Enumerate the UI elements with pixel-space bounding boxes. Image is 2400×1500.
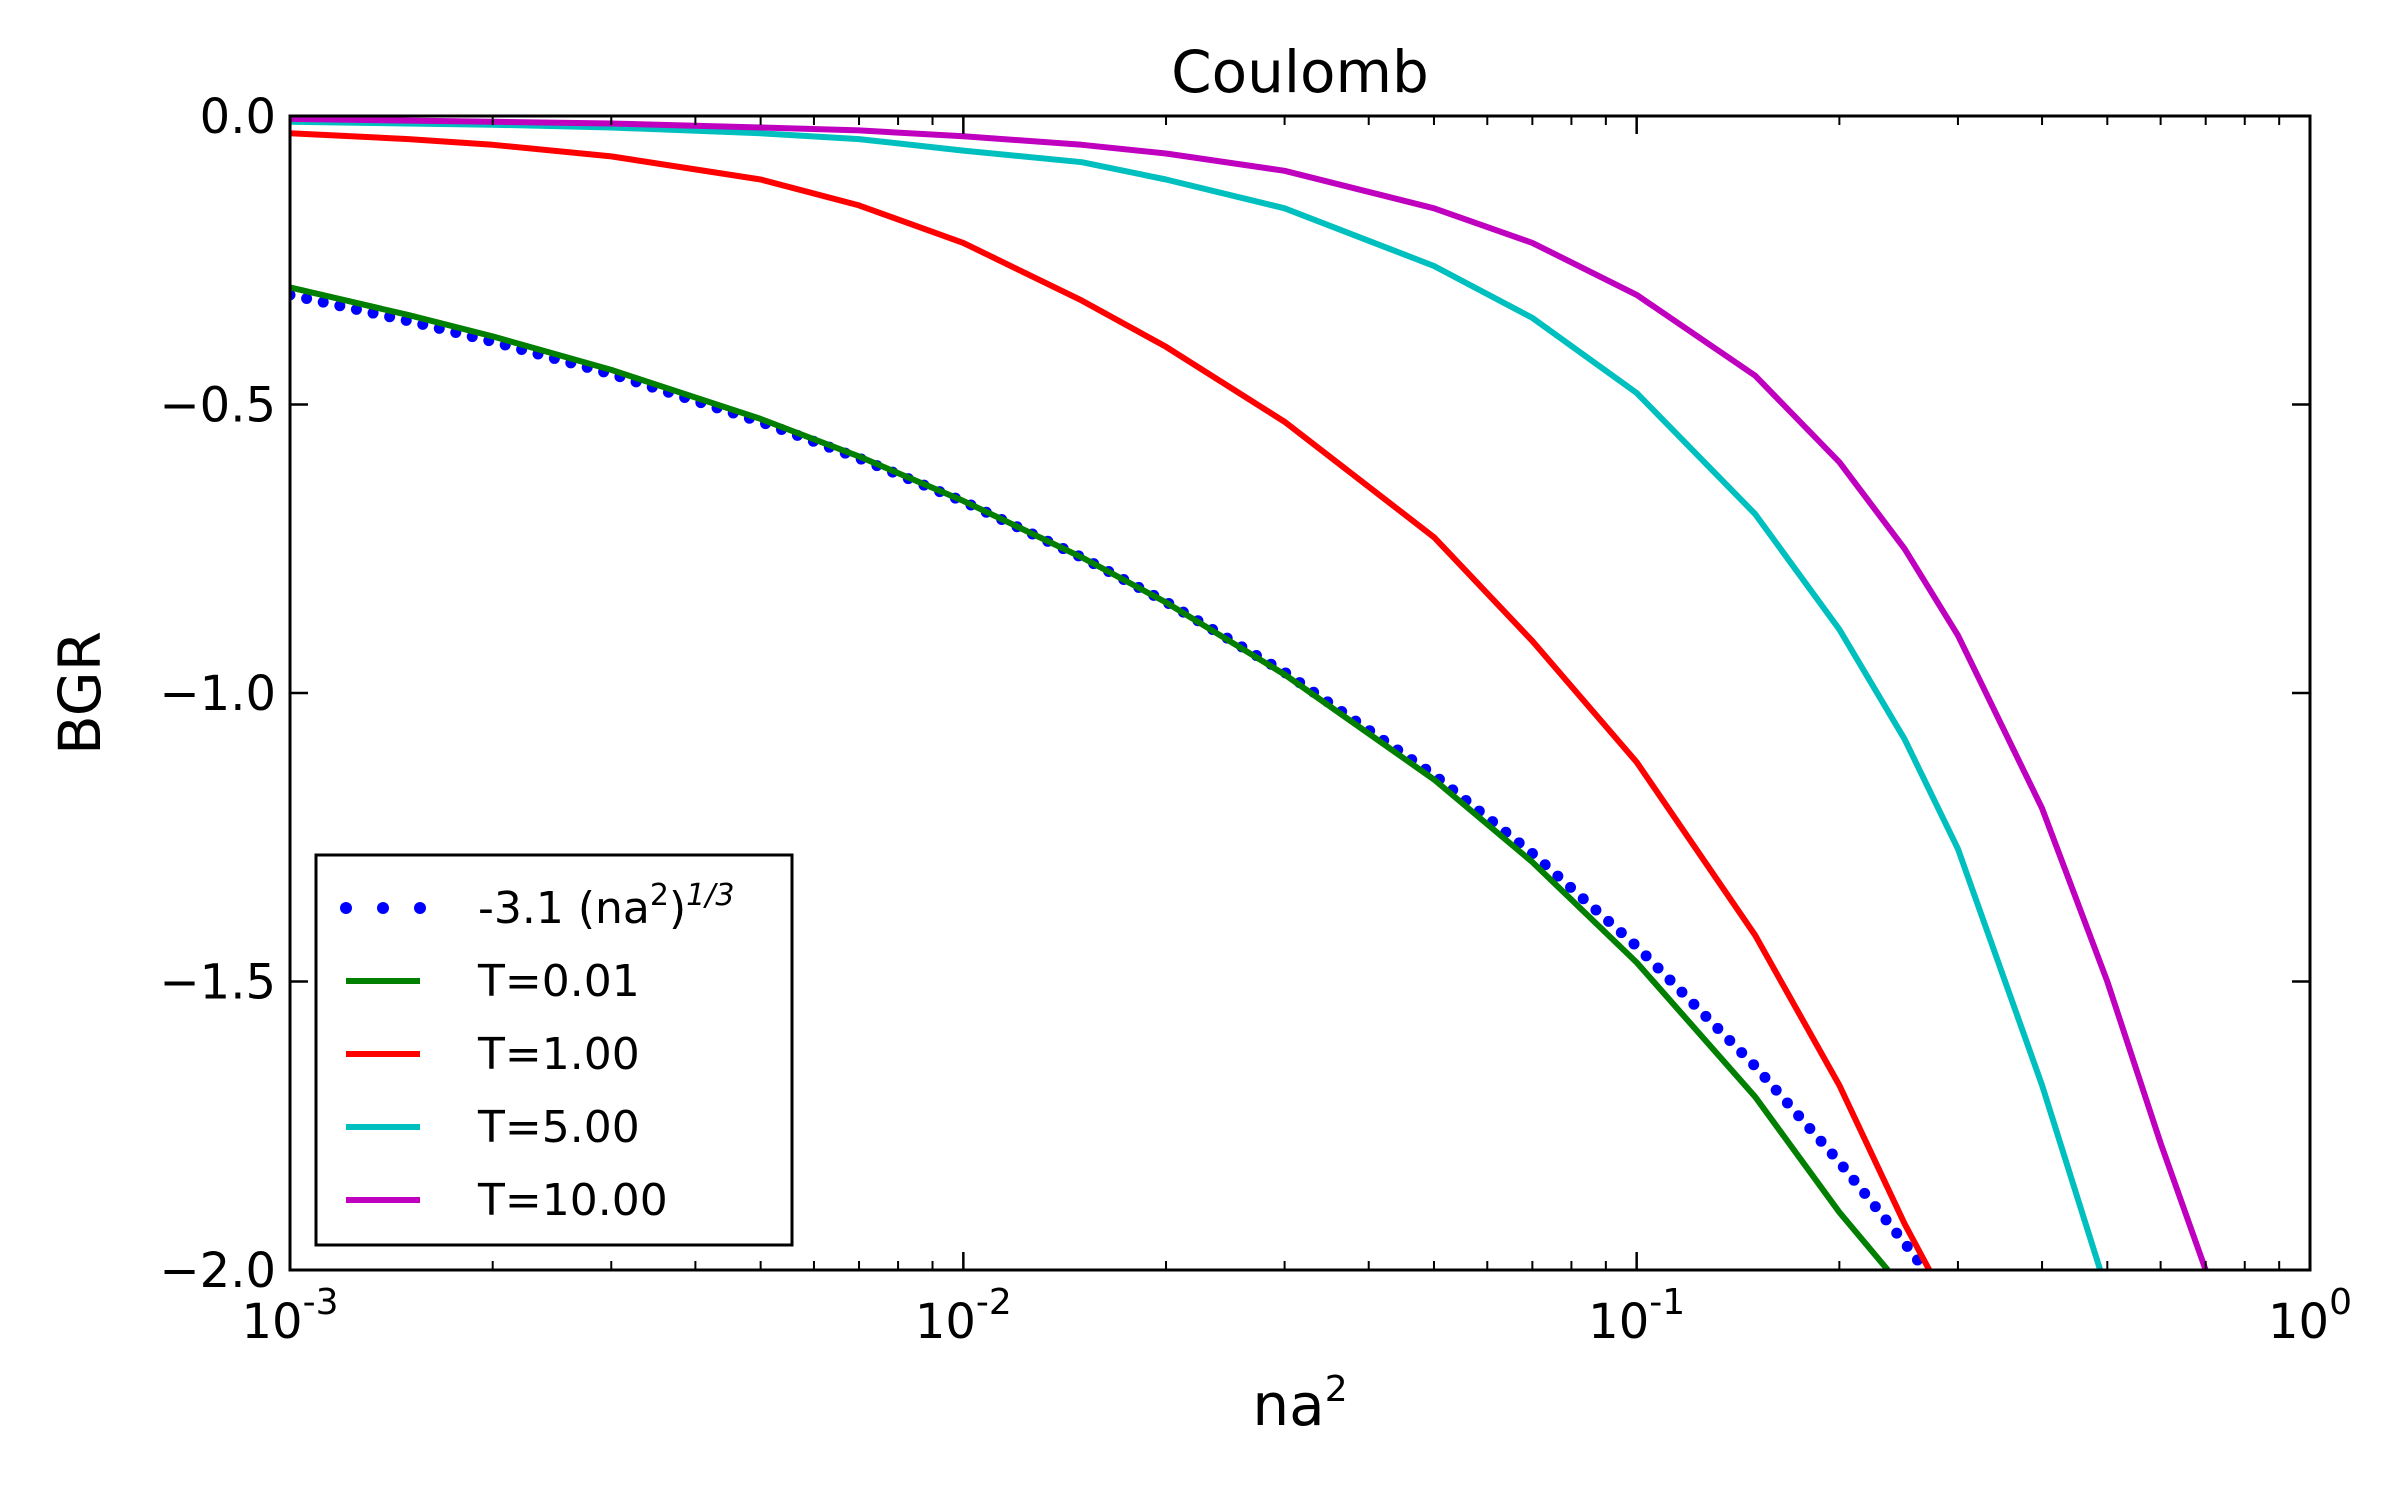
legend-entry: T=1.00 — [346, 1029, 640, 1080]
legend-entry: T=0.01 — [346, 956, 640, 1007]
data-point — [1640, 950, 1652, 962]
data-point — [1826, 1148, 1838, 1160]
legend-label: -3.1 (na2)1/3 — [478, 878, 734, 934]
legend-swatch-dot — [414, 902, 426, 914]
legend-swatch-dot — [377, 902, 389, 914]
legend-label: T=5.00 — [477, 1102, 640, 1153]
y-tick-label: 0.0 — [200, 89, 276, 145]
data-point — [1859, 1187, 1871, 1199]
data-point — [1712, 1022, 1724, 1034]
legend-label-sup: 2 — [650, 878, 669, 913]
data-point — [1869, 1201, 1881, 1213]
data-point — [1552, 870, 1564, 882]
x-tick-exp: -2 — [976, 1282, 1012, 1323]
y-axis: 0.0 −0.5 −1.0 −1.5 −2.0 — [159, 89, 2310, 1299]
data-point — [1676, 986, 1688, 998]
y-tick-label: −1.5 — [159, 955, 276, 1011]
x-tick-label: 10-3 — [242, 1282, 339, 1350]
data-point — [1603, 915, 1615, 927]
legend-label: T=1.00 — [477, 1029, 640, 1080]
data-point — [1700, 1010, 1712, 1022]
chart-title: Coulomb — [1171, 38, 1429, 106]
y-tick-label: −0.5 — [159, 378, 276, 434]
x-tick-label: 10-1 — [1588, 1282, 1685, 1350]
legend-swatch-dot — [340, 902, 352, 914]
data-point — [350, 303, 362, 315]
legend-entry: T=10.00 — [346, 1175, 668, 1226]
data-point — [1770, 1084, 1782, 1096]
data-point — [1891, 1227, 1903, 1239]
data-point — [1590, 904, 1602, 916]
legend-entry: -3.1 (na2)1/3 — [340, 878, 734, 934]
legend-label-sup: 1/3 — [686, 878, 734, 913]
data-point — [1664, 974, 1676, 986]
data-point — [1628, 938, 1640, 950]
data-point — [1577, 893, 1589, 905]
legend-label: T=10.00 — [477, 1175, 668, 1226]
series-line-1 — [290, 284, 1891, 1270]
y-axis-label: BGR — [46, 631, 114, 755]
legend-label-part: ) — [669, 883, 686, 934]
data-point — [317, 296, 329, 308]
data-point — [1615, 927, 1627, 939]
x-tick-base: 10 — [242, 1294, 303, 1350]
plot-area — [290, 116, 2209, 1270]
legend-entry: T=5.00 — [346, 1102, 640, 1153]
series-line-4 — [290, 116, 2209, 1270]
data-point — [1652, 962, 1664, 974]
legend-label-part: -3.1 (na — [478, 883, 650, 934]
data-point — [1748, 1059, 1760, 1071]
data-point — [1815, 1135, 1827, 1147]
x-tick-label: 10-2 — [915, 1282, 1012, 1350]
y-tick-label: −2.0 — [159, 1243, 276, 1299]
data-point — [1781, 1097, 1793, 1109]
x-tick-exp: -3 — [303, 1282, 339, 1323]
data-point — [1837, 1161, 1849, 1173]
x-axis-label-main: na — [1252, 1371, 1324, 1439]
data-point — [334, 300, 346, 312]
data-point — [1539, 859, 1551, 871]
series-line-2 — [290, 130, 1932, 1270]
y-tick-label: −1.0 — [159, 666, 276, 722]
legend-label: T=0.01 — [477, 956, 640, 1007]
x-tick-label: 100 — [2268, 1282, 2352, 1350]
legend-frame — [314, 853, 794, 1247]
x-tick-base: 10 — [915, 1294, 976, 1350]
data-point — [1880, 1214, 1892, 1226]
data-point — [1901, 1240, 1913, 1252]
data-point — [1724, 1035, 1736, 1047]
x-axis: 10-3 10-2 10-1 100 — [242, 116, 2352, 1350]
data-point — [1848, 1174, 1860, 1186]
data-point — [1736, 1047, 1748, 1059]
data-point — [1804, 1122, 1816, 1134]
x-axis-label-sup: 2 — [1325, 1369, 1348, 1410]
x-tick-exp: 0 — [2329, 1282, 2352, 1323]
data-point — [1793, 1110, 1805, 1122]
legend: -3.1 (na2)1/3 T=0.01 T=1.00 T=5.00 T=10.00 — [314, 853, 794, 1247]
x-tick-base: 10 — [1588, 1294, 1649, 1350]
data-point — [301, 293, 313, 305]
x-tick-base: 10 — [2268, 1294, 2329, 1350]
data-point — [1688, 998, 1700, 1010]
x-axis-label: na2 — [1252, 1369, 1347, 1439]
data-point — [1759, 1071, 1771, 1083]
series-line-3 — [290, 118, 2104, 1270]
data-point — [1565, 881, 1577, 893]
x-tick-exp: -1 — [1649, 1282, 1685, 1323]
